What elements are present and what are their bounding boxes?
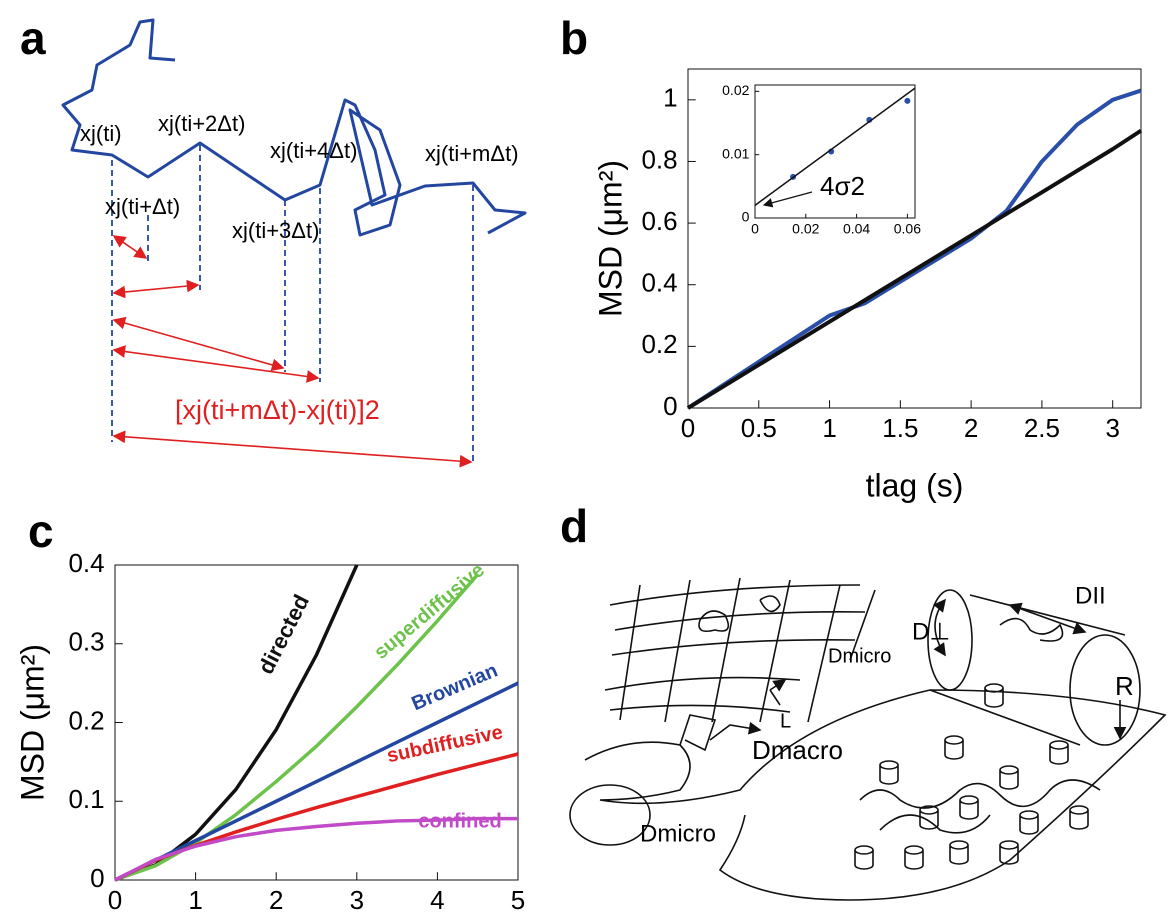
- point: [904, 97, 911, 104]
- y-tick-label: 0.01: [722, 145, 749, 161]
- x-tick-label: 0: [751, 221, 759, 237]
- label: Dmicro: [640, 820, 716, 847]
- x-tick-label: 0.5: [741, 413, 777, 443]
- series-line: [754, 87, 916, 206]
- y-tick-label: 1: [663, 83, 677, 113]
- x-tick-label: 0: [108, 885, 122, 912]
- trajectory: [679, 714, 760, 752]
- y-tick-label: 0: [90, 863, 104, 893]
- x-tick-label: 1.5: [882, 413, 918, 443]
- label: xj(ti+mΔt): [425, 141, 519, 166]
- cylinder: [927, 589, 1141, 746]
- label: xj(ti+2Δt): [158, 111, 245, 136]
- x-tick-label: 3: [350, 885, 364, 912]
- x-tick-label: 2: [269, 885, 283, 912]
- label: xj(ti+3Δt): [232, 218, 319, 243]
- y-tick-label: 0.2: [68, 705, 104, 735]
- guides: [111, 145, 474, 464]
- cylinders: [854, 683, 1089, 870]
- panel-letter: d: [560, 500, 588, 552]
- x-tick-label: 2.5: [1024, 413, 1060, 443]
- label: L: [780, 710, 791, 732]
- series-line: [686, 128, 1143, 410]
- label: xj(ti+Δt): [105, 194, 180, 219]
- panel-a: [61, 18, 527, 468]
- annotation-arrow: [762, 191, 813, 208]
- x-tick-label: 0: [681, 413, 695, 443]
- y-tick-label: 0.02: [722, 82, 749, 98]
- panel-letter: b: [560, 12, 588, 64]
- x-tick-label: 0.06: [894, 221, 921, 237]
- arrows: [112, 235, 473, 468]
- label: R: [1115, 671, 1134, 701]
- annotation: 4σ2: [820, 171, 865, 201]
- y-tick-label: 0.4: [641, 268, 677, 298]
- trajectory: [61, 18, 527, 237]
- zoom: [569, 784, 651, 846]
- x-tick-label: 0.02: [792, 221, 819, 237]
- y-tick-label: 0.6: [641, 206, 677, 236]
- y-axis-label: MSD (μm²): [14, 644, 50, 801]
- trajectory: [859, 779, 1101, 834]
- panel-letter: c: [28, 505, 54, 557]
- mesh: [604, 577, 876, 723]
- label: Dmicro: [828, 645, 891, 667]
- label: D⊥: [912, 618, 950, 645]
- x-tick-label: 0.04: [843, 221, 870, 237]
- y-tick-label: 0.2: [641, 329, 677, 359]
- x-tick-label: 2: [964, 413, 978, 443]
- x-tick-label: 4: [430, 885, 444, 912]
- y-tick-label: 0: [742, 209, 750, 225]
- panel-letter: a: [20, 12, 46, 64]
- plot-frame: [114, 564, 519, 881]
- formula: [xj(ti+mΔt)-xj(ti)]2: [175, 395, 380, 425]
- x-tick-label: 1: [188, 885, 202, 912]
- y-axis-label: MSD (μm²): [592, 160, 628, 317]
- series-line: [686, 88, 1142, 410]
- y-tick-label: 0.8: [641, 144, 677, 174]
- label: Dmacro: [752, 735, 843, 765]
- x-axis-label: tlag (s): [866, 467, 964, 503]
- y-tick-label: 0: [663, 391, 677, 421]
- label: DII: [1075, 582, 1106, 609]
- series-label: confined: [418, 810, 501, 832]
- cell: [584, 689, 1167, 901]
- label: xj(ti): [80, 121, 122, 146]
- x-tick-label: 3: [1105, 413, 1119, 443]
- x-tick-label: 1: [822, 413, 836, 443]
- y-tick-label: 0.3: [68, 627, 104, 657]
- panel-d: [569, 577, 1167, 901]
- series-line: [114, 816, 518, 882]
- series-line: [114, 681, 519, 882]
- x-tick-label: 5: [511, 885, 525, 912]
- y-tick-label: 0.4: [68, 548, 104, 578]
- y-tick-label: 0.1: [68, 784, 104, 814]
- label: xj(ti+4Δt): [270, 138, 357, 163]
